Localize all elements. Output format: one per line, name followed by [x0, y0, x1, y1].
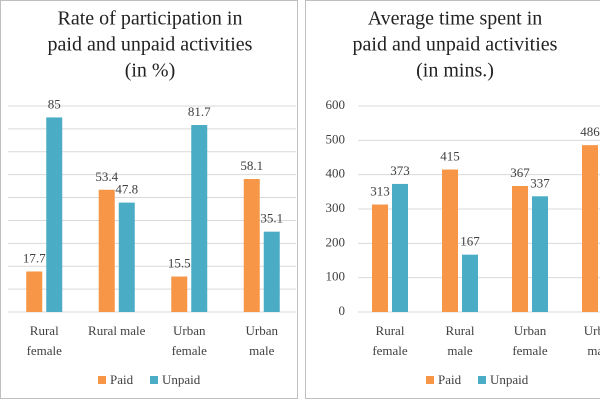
x-tick-label: Urban — [246, 323, 279, 338]
x-tick-label: female — [27, 343, 63, 358]
bar — [26, 271, 43, 312]
legend-label: Paid — [438, 372, 462, 387]
x-tick-label: female — [172, 343, 208, 358]
y-tick-label: 100 — [326, 269, 346, 284]
y-tick-label: 600 — [326, 97, 346, 112]
value-label: 367 — [510, 165, 530, 180]
legend-swatch — [98, 376, 106, 384]
bar — [582, 145, 598, 312]
x-tick-label: Rural — [446, 323, 475, 338]
bar — [191, 124, 208, 313]
bar — [532, 196, 548, 312]
right-panel — [305, 0, 600, 399]
left-panel — [0, 0, 298, 399]
x-tick-label: female — [512, 343, 548, 358]
x-tick-label: male — [447, 343, 472, 358]
bar — [512, 185, 528, 312]
value-label: 85 — [48, 96, 61, 111]
value-label: 415 — [440, 149, 460, 164]
value-label: 81.7 — [188, 104, 211, 119]
x-tick-label: male — [249, 343, 274, 358]
value-label: 373 — [390, 163, 410, 178]
bar — [243, 179, 260, 312]
x-tick-label: female — [372, 343, 408, 358]
value-label: 486 — [580, 124, 600, 139]
value-label: 35.1 — [260, 211, 283, 226]
bar — [462, 254, 478, 312]
y-tick-label: 0 — [339, 303, 346, 318]
bar — [442, 169, 458, 312]
y-tick-label: 200 — [326, 234, 346, 249]
chart-title: paid and unpaid activities — [48, 34, 253, 56]
x-tick-label: Rural male — [88, 323, 146, 338]
chart-title: (in mins.) — [416, 60, 494, 82]
value-label: 17.7 — [23, 250, 46, 265]
chart-title: Rate of participation in — [58, 8, 243, 30]
bar — [46, 117, 63, 312]
value-label: 313 — [370, 184, 390, 199]
legend-swatch — [426, 376, 434, 384]
legend-label: Paid — [110, 372, 134, 387]
chart-title: (in %) — [125, 60, 176, 82]
bar — [263, 231, 280, 312]
x-tick-label: Rural — [376, 323, 405, 338]
legend-label: Unpaid — [162, 372, 201, 387]
x-tick-label: Urban — [584, 323, 600, 338]
x-tick-label: Urban — [173, 323, 206, 338]
legend-swatch — [478, 376, 486, 384]
bar — [98, 189, 115, 312]
value-label: 167 — [460, 234, 480, 249]
chart-title: paid and unpaid activities — [353, 34, 558, 56]
bar — [171, 276, 188, 312]
y-tick-label: 500 — [326, 131, 346, 146]
chart-title: Average time spent in — [368, 8, 543, 30]
legend-swatch — [150, 376, 158, 384]
bar — [392, 183, 408, 312]
bar — [372, 204, 388, 312]
bar — [118, 202, 135, 312]
value-label: 53.4 — [95, 169, 118, 184]
legend-label: Unpaid — [490, 372, 529, 387]
value-label: 58.1 — [240, 158, 263, 173]
y-tick-label: 300 — [326, 200, 346, 215]
x-tick-label: Urban — [514, 323, 547, 338]
x-tick-label: Rural — [30, 323, 59, 338]
value-label: 15.5 — [168, 256, 191, 271]
value-label: 337 — [530, 175, 550, 190]
y-tick-label: 400 — [326, 166, 346, 181]
value-label: 47.8 — [115, 182, 138, 197]
x-tick-label: male — [587, 343, 600, 358]
